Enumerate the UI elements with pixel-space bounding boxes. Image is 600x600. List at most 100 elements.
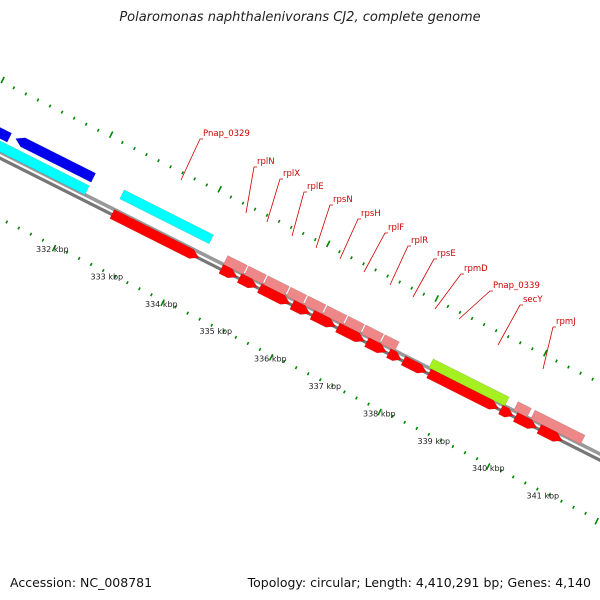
kbp-scale-labels: 332 kbp 333 kbp 334 kbp 335 kbp 336 kbp 337 k… [36,245,559,501]
cds-forward[interactable] [426,368,499,410]
gene-label-pnap_0329: Pnap_0329 [203,129,250,139]
gene-label-rpsh: rpsH [361,209,381,219]
outer-ring-tick [145,152,148,157]
inner-ring-tick [113,274,117,279]
cds-pink[interactable] [222,255,248,275]
callout-line [245,166,257,214]
inner-ring-tick [572,505,575,509]
outer-ring-tick [96,128,100,133]
inner-ring-tick [523,481,527,485]
inner-ring-tick [377,408,382,416]
inner-ring-tick [355,396,358,400]
gene-label-pnap_0339: Pnap_0339 [493,281,540,291]
kbp-label: 334 kbp [145,300,178,309]
callout-line [363,232,388,273]
inner-ring-tick [511,475,515,479]
cds-forward[interactable] [512,412,538,429]
outer-ring-tick [470,316,474,321]
outer-ring-tick [410,286,414,290]
cds-pink[interactable] [530,409,586,445]
cds-forward[interactable] [536,424,563,442]
gene-label-rplf: rplF [388,223,404,233]
inner-ring-tick [125,281,129,285]
inner-ring-tick [584,511,587,516]
gene-features[interactable] [0,123,586,445]
inner-ring-tick [17,226,21,230]
inner-dotted-ring [5,220,600,525]
inner-ring-tick [246,341,250,346]
inner-ring-tick [439,438,443,443]
inner-ring-tick [451,444,455,449]
cds-forward[interactable] [218,263,238,279]
outer-ring-tick [169,165,172,169]
outer-ring-tick [458,310,462,315]
outer-ring-tick [506,335,510,339]
inner-ring-tick [367,402,370,406]
callout-line [266,178,283,223]
cds-blue[interactable] [0,123,13,143]
inner-ring-tick [342,390,346,394]
cds-cyan[interactable] [119,189,214,245]
cds-pink[interactable] [303,295,327,315]
genome-summary-text: Topology: circular; Length: 4,410,291 bp… [247,575,591,590]
cds-pink[interactable] [380,334,400,352]
kbp-label: 341 kbp [527,492,560,501]
cds-blue[interactable] [15,137,97,183]
outer-ring-tick [217,185,222,193]
cds-forward[interactable] [385,348,402,362]
cds-forward[interactable] [364,337,387,354]
inner-ring-tick [222,329,226,333]
inner-ring-tick [5,220,9,224]
callout-line [315,204,333,249]
outer-ring-tick [265,213,269,218]
cds-forward[interactable] [289,299,311,315]
inner-ring-tick [41,238,45,242]
inner-ring-tick [427,432,431,437]
inner-ring-tick [210,323,214,327]
outer-ring-tick [120,140,124,145]
outer-ring-tick [193,177,197,181]
callout-line [291,191,307,237]
gene-label-rplx: rplX [283,169,300,179]
inner-ring-tick [89,262,93,267]
outer-ring-tick [0,76,5,84]
genome-backbone [0,149,600,462]
outer-ring-tick [289,225,293,230]
outer-ring-tick [543,349,548,357]
cds-pink[interactable] [322,305,348,325]
cds-forward[interactable] [256,283,291,305]
inner-ring-tick [318,378,322,382]
gene-label-secy: secY [523,295,543,305]
accession-text: Accession: NC_008781 [10,575,153,590]
cds-forward[interactable] [309,309,336,328]
inner-ring-tick [234,335,238,340]
outer-ring-tick [84,122,88,126]
callout-line [339,218,361,260]
inner-ring-tick [415,426,419,431]
cds-forward[interactable] [497,404,514,418]
outer-ring-tick [555,359,558,363]
gene-label-rpse: rpsE [437,249,456,259]
cds-cyan[interactable] [0,134,90,196]
inner-ring-tick [391,414,395,418]
gene-label-rpmj: rpmJ [556,317,576,327]
outer-ring-tick [325,240,331,248]
cds-forward[interactable] [109,209,200,259]
inner-ring-tick [535,487,539,491]
cds-forward[interactable] [236,273,258,289]
outer-ring-tick [205,183,209,187]
cds-pink[interactable] [243,265,268,285]
cds-forward[interactable] [400,355,428,374]
kbp-label: 336 kbp [254,355,287,364]
cds-forward[interactable] [334,322,365,343]
outer-ring-tick [446,304,450,309]
inner-ring-tick [65,250,69,255]
inner-ring-tick [282,359,286,364]
callout-line [497,304,523,346]
inner-ring-tick [160,299,165,307]
cds-pink[interactable] [343,315,365,334]
inner-ring-tick [485,463,491,471]
outer-dotted-ring [0,76,595,381]
kbp-label: 333 kbp [91,272,124,281]
